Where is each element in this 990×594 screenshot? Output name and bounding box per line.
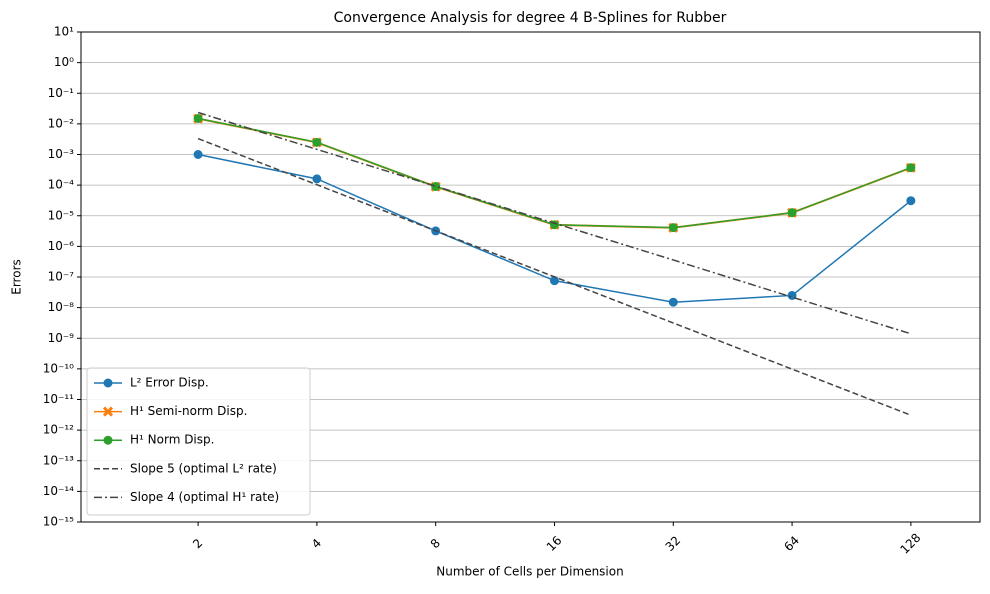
y-tick-label: 10⁻¹³ [43, 453, 74, 467]
y-tick-label: 10⁰ [54, 55, 74, 69]
y-tick-label: 10⁻⁷ [48, 270, 75, 284]
marker [431, 182, 441, 192]
x-tick-label: 32 [663, 533, 684, 554]
marker [787, 208, 797, 218]
marker [906, 196, 916, 206]
y-tick-label: 10⁻³ [48, 147, 75, 161]
y-tick-label: 10⁻⁸ [48, 300, 75, 314]
marker [668, 297, 678, 307]
x-tick-label: 128 [897, 531, 923, 557]
series-line [197, 111, 912, 335]
legend-label: Slope 5 (optimal L² rate) [130, 461, 277, 475]
marker [668, 223, 678, 233]
y-tick-label: 10⁻¹⁴ [43, 484, 74, 498]
series-line [197, 137, 912, 416]
y-tick-label: 10⁻⁹ [48, 331, 75, 345]
x-tick-label: 16 [544, 533, 565, 554]
marker [193, 150, 203, 159]
legend-label: H¹ Norm Disp. [130, 433, 214, 447]
y-tick-label: 10⁻⁴ [48, 178, 75, 192]
y-tick-label: 10⁻¹⁰ [43, 361, 74, 375]
legend-label: L² Error Disp. [130, 376, 209, 390]
y-tick-label: 10⁻¹¹ [43, 392, 74, 406]
marker [906, 163, 916, 173]
x-tick-label: 64 [781, 533, 802, 554]
y-tick-label: 10⁻² [48, 116, 75, 130]
x-tick-label: 2 [190, 536, 205, 551]
y-tick-label: 10⁻⁶ [48, 239, 75, 253]
marker [312, 137, 322, 147]
x-tick-label: 4 [309, 536, 324, 551]
legend-box [86, 367, 311, 516]
y-tick-label: 10⁻¹² [43, 423, 74, 437]
x-axis-label: Number of Cells per Dimension [436, 565, 623, 579]
marker [102, 406, 114, 417]
marker [549, 276, 559, 286]
y-tick-label: 10⁻¹⁵ [43, 515, 74, 529]
plot-frame [80, 31, 981, 523]
marker [193, 113, 203, 123]
y-tick-label: 10⁻¹ [48, 86, 75, 100]
x-tick-label: 8 [428, 536, 443, 551]
marker [103, 378, 113, 388]
legend-label: H¹ Semi-norm Disp. [130, 404, 247, 418]
y-tick-label: 10⁻⁵ [48, 208, 75, 222]
y-axis-label: Errors [10, 259, 24, 295]
y-tick-label: 10¹ [54, 25, 74, 39]
marker [312, 174, 322, 184]
marker [103, 435, 113, 445]
chart-title: Convergence Analysis for degree 4 B-Spli… [334, 10, 727, 26]
legend-label: Slope 4 (optimal H¹ rate) [130, 490, 279, 504]
